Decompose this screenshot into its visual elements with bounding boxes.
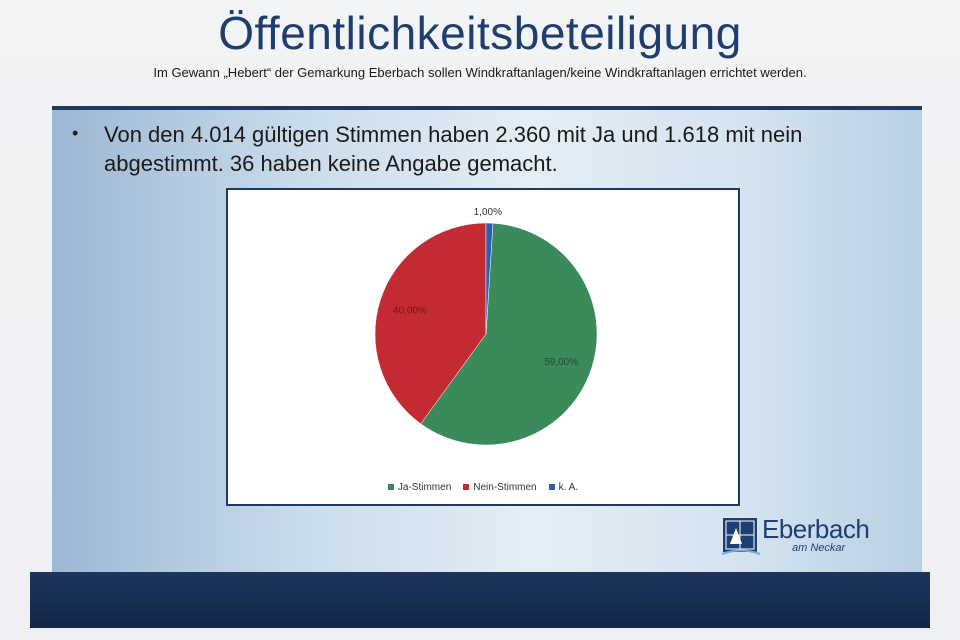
- chart-legend: Ja-Stimmen Nein-Stimmen k. A.: [228, 482, 738, 493]
- legend-swatch: [463, 484, 470, 491]
- logo-subtitle: am Neckar: [792, 542, 846, 554]
- legend-label: Ja-Stimmen: [397, 482, 452, 493]
- legend-swatch: [387, 484, 394, 491]
- data-label: 59,00%: [544, 357, 578, 368]
- legend-label: k. A.: [558, 482, 579, 493]
- slide-title: Öffentlichkeitsbeteiligung: [218, 7, 742, 59]
- pie-slice-ja-stimmen: [420, 222, 598, 446]
- bullet-icon: •: [72, 123, 79, 143]
- eberbach-logo: Eberbach am Neckar: [722, 514, 892, 564]
- data-label: 1,00%: [474, 207, 502, 218]
- pie-slice-k-a: [485, 222, 494, 335]
- pie-slice-nein-stimmen: [374, 222, 487, 425]
- chart-frame: 59,00% 40,00% 1,00% Ja-Stimmen Nein-Stimmen…: [226, 188, 740, 506]
- city-crest-icon: [722, 518, 760, 555]
- footer-bar: [30, 572, 930, 628]
- legend-label: Nein-Stimmen: [473, 482, 537, 493]
- legend-entry: Ja-Stimmen: [387, 482, 452, 493]
- legend-entry: Nein-Stimmen: [463, 482, 537, 493]
- slide-subtitle: Im Gewann „Hebert“ der Gemarkung Eberbac…: [153, 65, 807, 80]
- bullet-text: Von den 4.014 gültigen Stimmen haben 2.3…: [104, 122, 803, 176]
- legend-entry: k. A.: [548, 482, 579, 493]
- legend-swatch: [548, 484, 555, 491]
- pie-chart: 59,00% 40,00% 1,00%: [374, 207, 598, 446]
- logo-name: Eberbach: [762, 514, 870, 544]
- data-label: 40,00%: [393, 305, 427, 316]
